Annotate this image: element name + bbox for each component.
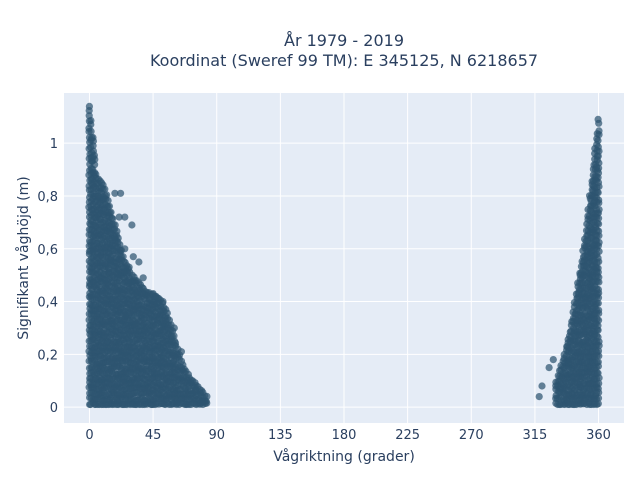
scatter-point	[535, 393, 543, 401]
scatter-point	[85, 102, 93, 110]
scatter-point	[116, 241, 124, 249]
scatter-point	[594, 358, 602, 366]
scatter-point	[594, 137, 602, 145]
y-tick-label: 1	[50, 137, 58, 152]
x-tick-label: 180	[332, 428, 357, 443]
x-tick-label: 135	[268, 428, 293, 443]
scatter-point	[595, 164, 603, 172]
y-tick-label: 0,6	[37, 243, 58, 258]
scatter-point	[105, 202, 113, 210]
scatter-point	[152, 292, 160, 300]
scatter-point	[595, 238, 603, 246]
y-axis-ticks: 0 0,2 0,4 0,6 0,8 1	[37, 137, 58, 416]
scatter-point	[595, 247, 603, 255]
scatter-point	[111, 189, 119, 197]
scatter-point	[594, 254, 602, 262]
scatter-point	[117, 189, 125, 197]
scatter-point	[594, 394, 603, 402]
x-axis-ticks: 0 45 90 135 180 225 270 315 360	[85, 428, 611, 443]
scatter-point	[111, 234, 119, 242]
scatter-point	[125, 263, 133, 271]
scatter-point	[549, 356, 557, 364]
x-tick-label: 0	[85, 428, 93, 443]
y-tick-label: 0	[50, 401, 58, 416]
scatter-point	[538, 382, 546, 390]
scatter-point	[139, 274, 147, 282]
scatter-point	[177, 348, 185, 356]
scatter-point	[595, 214, 603, 222]
scatter-point	[111, 221, 119, 229]
scatter-point	[594, 143, 602, 151]
scatter-point	[203, 392, 211, 400]
scatter-point	[87, 127, 95, 135]
scatter-point	[163, 309, 171, 317]
scatter-point	[121, 213, 129, 221]
x-tick-label: 315	[522, 428, 547, 443]
scatter-point	[135, 258, 143, 266]
scatter-point	[90, 151, 98, 159]
scatter-point	[89, 133, 97, 142]
scatter-point	[595, 220, 603, 228]
scatter-point	[595, 159, 603, 167]
scatter-point	[109, 215, 117, 223]
scatter-point	[170, 324, 178, 332]
x-tick-label: 360	[586, 428, 611, 443]
x-tick-label: 45	[145, 428, 162, 443]
scatter-point	[595, 306, 603, 314]
scatter-point	[545, 364, 553, 372]
scatter-point	[595, 127, 603, 135]
scatter-point	[595, 196, 603, 204]
scatter-point	[594, 385, 602, 393]
chart-title-line2: Koordinat (Sweref 99 TM): E 345125, N 62…	[150, 51, 538, 70]
scatter-point	[128, 221, 136, 229]
scatter-point	[576, 271, 584, 279]
scatter-point	[170, 332, 178, 340]
scatter-point	[594, 369, 602, 377]
x-tick-label: 90	[208, 428, 225, 443]
scatter-point	[159, 298, 167, 306]
scatter-point	[171, 339, 180, 347]
y-tick-label: 0,8	[37, 190, 58, 205]
scatter-point	[595, 316, 603, 324]
scatter-point	[594, 347, 603, 355]
scatter-point	[107, 208, 115, 216]
scatter-point	[87, 116, 95, 125]
data-points	[85, 102, 603, 409]
scatter-point	[594, 264, 602, 272]
scatter-point	[115, 213, 123, 221]
scatter-point	[91, 161, 99, 169]
scatter-point	[594, 189, 602, 197]
x-tick-label: 225	[395, 428, 420, 443]
scatter-point	[594, 321, 602, 330]
scatter-point	[121, 245, 129, 253]
x-axis-title: Vågriktning (grader)	[273, 448, 415, 465]
scatter-point	[129, 253, 137, 261]
scatter-point	[119, 253, 127, 261]
scatter-point	[594, 400, 602, 408]
x-tick-label: 270	[459, 428, 484, 443]
y-tick-label: 0,2	[37, 348, 58, 363]
scatter-point	[594, 333, 602, 341]
scatter-point	[594, 285, 603, 294]
scatter-point	[595, 379, 603, 387]
scatter-point	[594, 115, 602, 123]
scatter-point	[594, 299, 602, 307]
scatter-point	[595, 206, 603, 214]
scatter-point	[101, 185, 109, 193]
scatter-point	[199, 398, 207, 406]
scatter-point	[595, 227, 603, 235]
y-tick-label: 0,4	[37, 296, 58, 311]
scatter-point	[103, 191, 111, 199]
scatter-point	[113, 227, 121, 235]
scatter-point	[191, 387, 200, 395]
chart-title-line1: År 1979 - 2019	[284, 31, 404, 50]
scatter-point	[104, 197, 112, 205]
y-axis-title: Signifikant våghöjd (m)	[15, 176, 32, 339]
